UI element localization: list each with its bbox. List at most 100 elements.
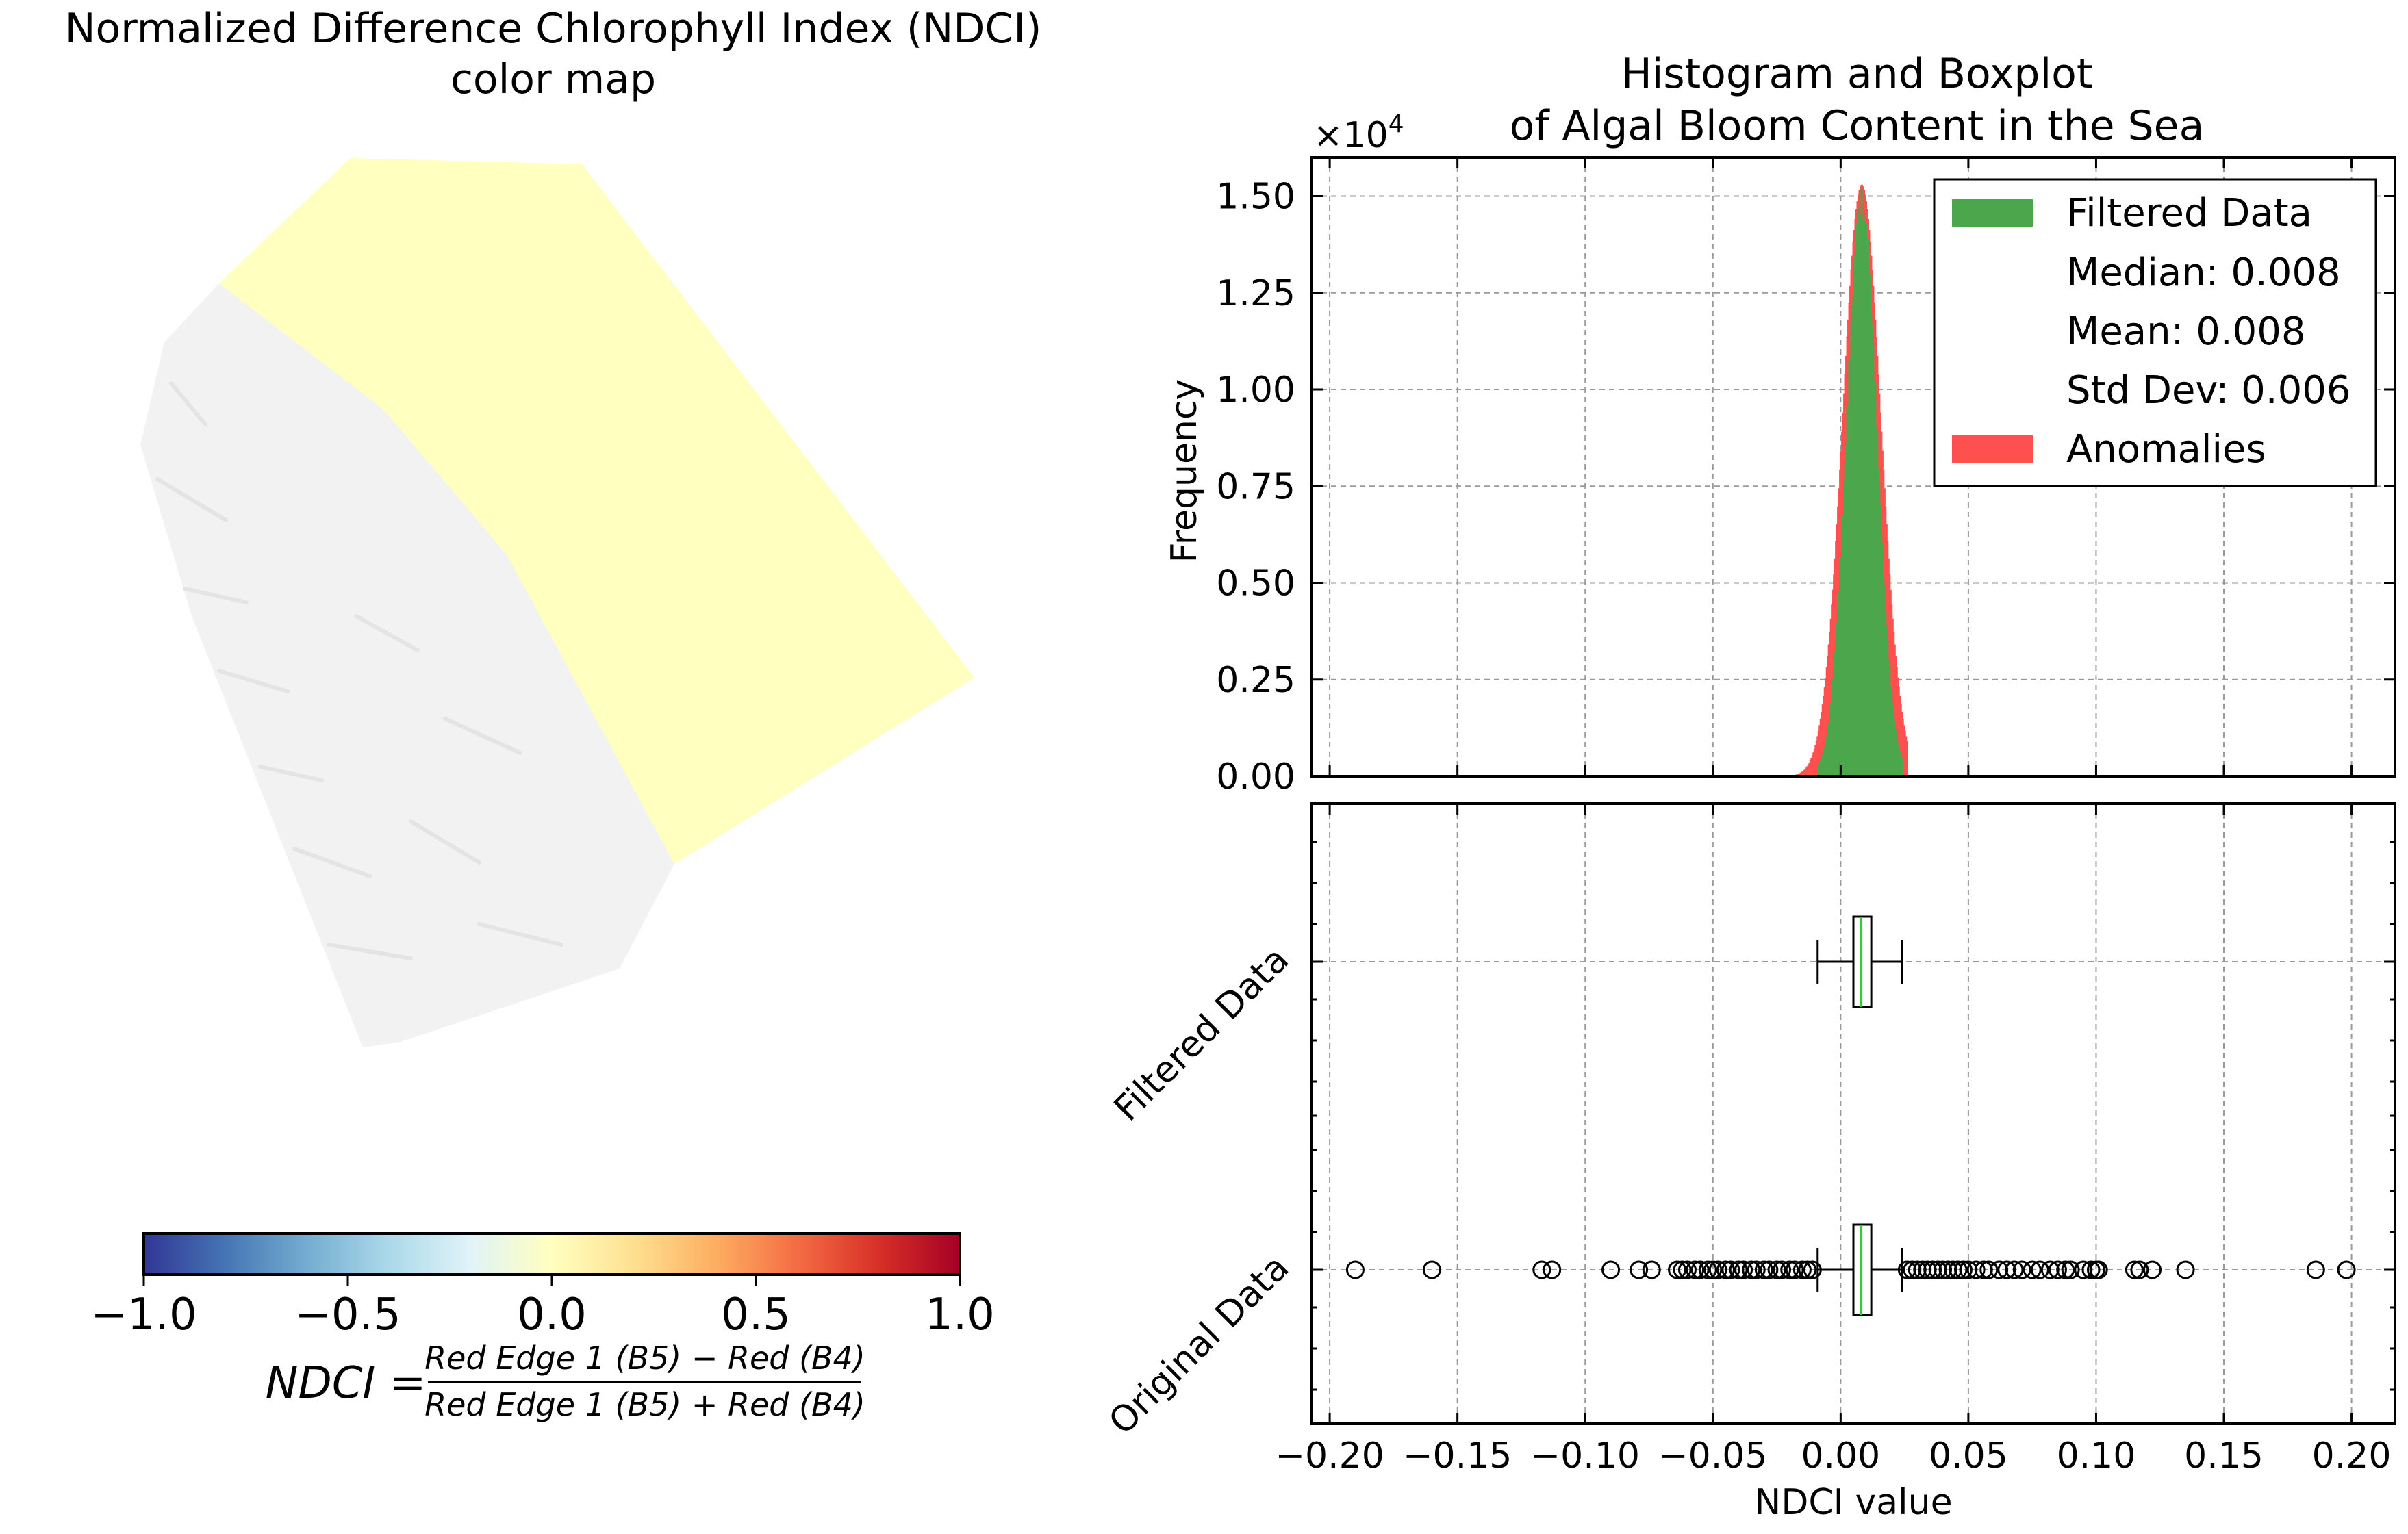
filtered-data-bar	[1850, 322, 1852, 776]
legend-label-mean: Mean: 0.008	[2066, 309, 2306, 354]
offset-exponent: 4	[1389, 110, 1404, 138]
filtered-data-bar	[1866, 250, 1868, 776]
offset-base: ×10	[1313, 115, 1389, 156]
outlier-point	[1754, 1260, 1773, 1279]
outlier-point	[1630, 1260, 1649, 1279]
filtered-data-bar	[1888, 659, 1890, 776]
filtered-data-bar	[1861, 220, 1864, 777]
boxplot-category-label-original: Original Data	[1101, 1247, 1297, 1443]
filtered-data-bar	[1900, 754, 1902, 776]
anomalies-bar	[1803, 769, 1805, 776]
outlier-point	[1798, 1260, 1817, 1279]
outlier-point	[2125, 1260, 2144, 1279]
filtered-data-bar	[1855, 224, 1858, 776]
outlier-point	[2337, 1260, 2356, 1279]
filtered-data-bar	[1896, 734, 1898, 776]
boxplot-x-tick-label: 0.15	[2184, 1435, 2264, 1477]
anomalies-bar	[1827, 656, 1829, 776]
anomalies-bar	[1799, 773, 1801, 776]
filtered-data-bar	[1819, 760, 1821, 776]
filtered-data-bar	[1879, 485, 1881, 776]
boxplot-x-tick-label: 0.20	[2312, 1435, 2392, 1477]
filtered-data-bar	[1867, 239, 1869, 776]
legend-swatch-anomalies	[1952, 435, 2033, 463]
outlier-point	[1897, 1260, 1916, 1279]
filtered-data-bar	[1893, 713, 1895, 776]
outlier-point	[1686, 1260, 1705, 1279]
filtered-data-bar	[1881, 535, 1883, 776]
anomalies-bar	[1800, 772, 1802, 776]
boxplot-original	[1345, 1223, 2356, 1316]
boxplot-x-tick-label: 0.05	[1929, 1435, 2008, 1477]
filtered-data-bar	[1837, 608, 1839, 776]
histogram-y-tick-label: 0.00	[1216, 756, 1295, 797]
filtered-data-bar	[1847, 405, 1849, 776]
colorbar-tick-label: −0.5	[294, 1290, 401, 1340]
histogram-bars	[1794, 184, 1908, 777]
filtered-data-bar	[1868, 285, 1871, 776]
outlier-point	[1345, 1260, 1365, 1279]
filtered-data-bar	[1845, 444, 1847, 776]
anomalies-bar	[1819, 719, 1821, 776]
anomalies-bar	[1827, 644, 1829, 776]
legend-frame	[1933, 178, 2377, 487]
anomalies-bar	[1810, 758, 1812, 776]
filtered-data-bar	[1873, 379, 1875, 776]
outlier-point	[2023, 1260, 2042, 1279]
outlier-point	[1422, 1260, 1441, 1279]
filtered-data-bar	[1840, 557, 1842, 776]
boxplot-x-tick-label: −0.05	[1658, 1435, 1767, 1477]
boxplot-filtered	[1816, 915, 1903, 1008]
anomalies-bar	[1896, 667, 1898, 776]
filtered-data-bar	[1818, 764, 1821, 776]
outlier-point	[1729, 1260, 1748, 1279]
filtered-data-bar	[1854, 270, 1856, 777]
filtered-data-bar	[1842, 514, 1844, 776]
outlier-point	[1734, 1260, 1753, 1279]
outlier-point	[1760, 1260, 1779, 1279]
histogram-offset-label: ×104	[1313, 110, 1404, 156]
filtered-data-bar	[1835, 644, 1837, 776]
outlier-point	[1908, 1260, 1927, 1279]
anomalies-bar	[1811, 755, 1813, 776]
anomalies-bar	[1901, 712, 1903, 776]
filtered-data-bar	[1859, 215, 1862, 776]
anomalies-bar	[1898, 687, 1900, 776]
outlier-point	[2089, 1260, 2108, 1279]
anomalies-bar	[1823, 687, 1825, 776]
filtered-data-bar	[1889, 666, 1891, 776]
ndci-map	[140, 158, 974, 1047]
legend-label-std: Std Dev: 0.006	[2066, 368, 2351, 413]
filtered-data-bar	[1887, 639, 1889, 776]
colorbar: −1.0 −0.5 0.0 0.5 1.0	[90, 1232, 995, 1340]
filtered-data-bar	[1848, 358, 1850, 776]
anomalies-bar	[1825, 678, 1827, 776]
boxplot-x-tick-label: −0.15	[1403, 1435, 1512, 1477]
outlier-point	[1721, 1260, 1740, 1279]
outlier-point	[1938, 1260, 1957, 1279]
filtered-data-bar	[1895, 730, 1897, 776]
outlier-point	[1944, 1260, 1963, 1279]
outlier-point	[2056, 1260, 2075, 1279]
anomalies-bar	[1905, 736, 1908, 776]
histogram-y-axis-label: Frequency	[1164, 379, 1205, 563]
anomalies-bar	[1899, 696, 1901, 776]
anomalies-bar	[1813, 749, 1815, 776]
outlier-point	[1792, 1260, 1812, 1279]
anomalies-bar	[1831, 604, 1833, 776]
filtered-data-bar	[1881, 544, 1884, 776]
boxplot-x-tick-label: 0.10	[2057, 1435, 2136, 1477]
anomalies-bar	[1893, 632, 1895, 776]
filtered-data-bar	[1823, 751, 1825, 776]
colorbar-gradient	[142, 1232, 961, 1276]
filtered-data-bar	[1894, 720, 1896, 776]
anomalies-bar	[1806, 766, 1808, 776]
anomalies-bar	[1891, 604, 1893, 776]
filtered-data-bar	[1829, 704, 1832, 776]
legend-label-median: Median: 0.008	[2066, 251, 2341, 295]
anomalies-bar	[1904, 730, 1906, 776]
anomalies-bar	[1821, 704, 1823, 776]
outlier-point	[1949, 1260, 1968, 1279]
anomalies-bar	[1808, 763, 1810, 776]
histogram-y-tick-label: 1.50	[1216, 177, 1295, 218]
